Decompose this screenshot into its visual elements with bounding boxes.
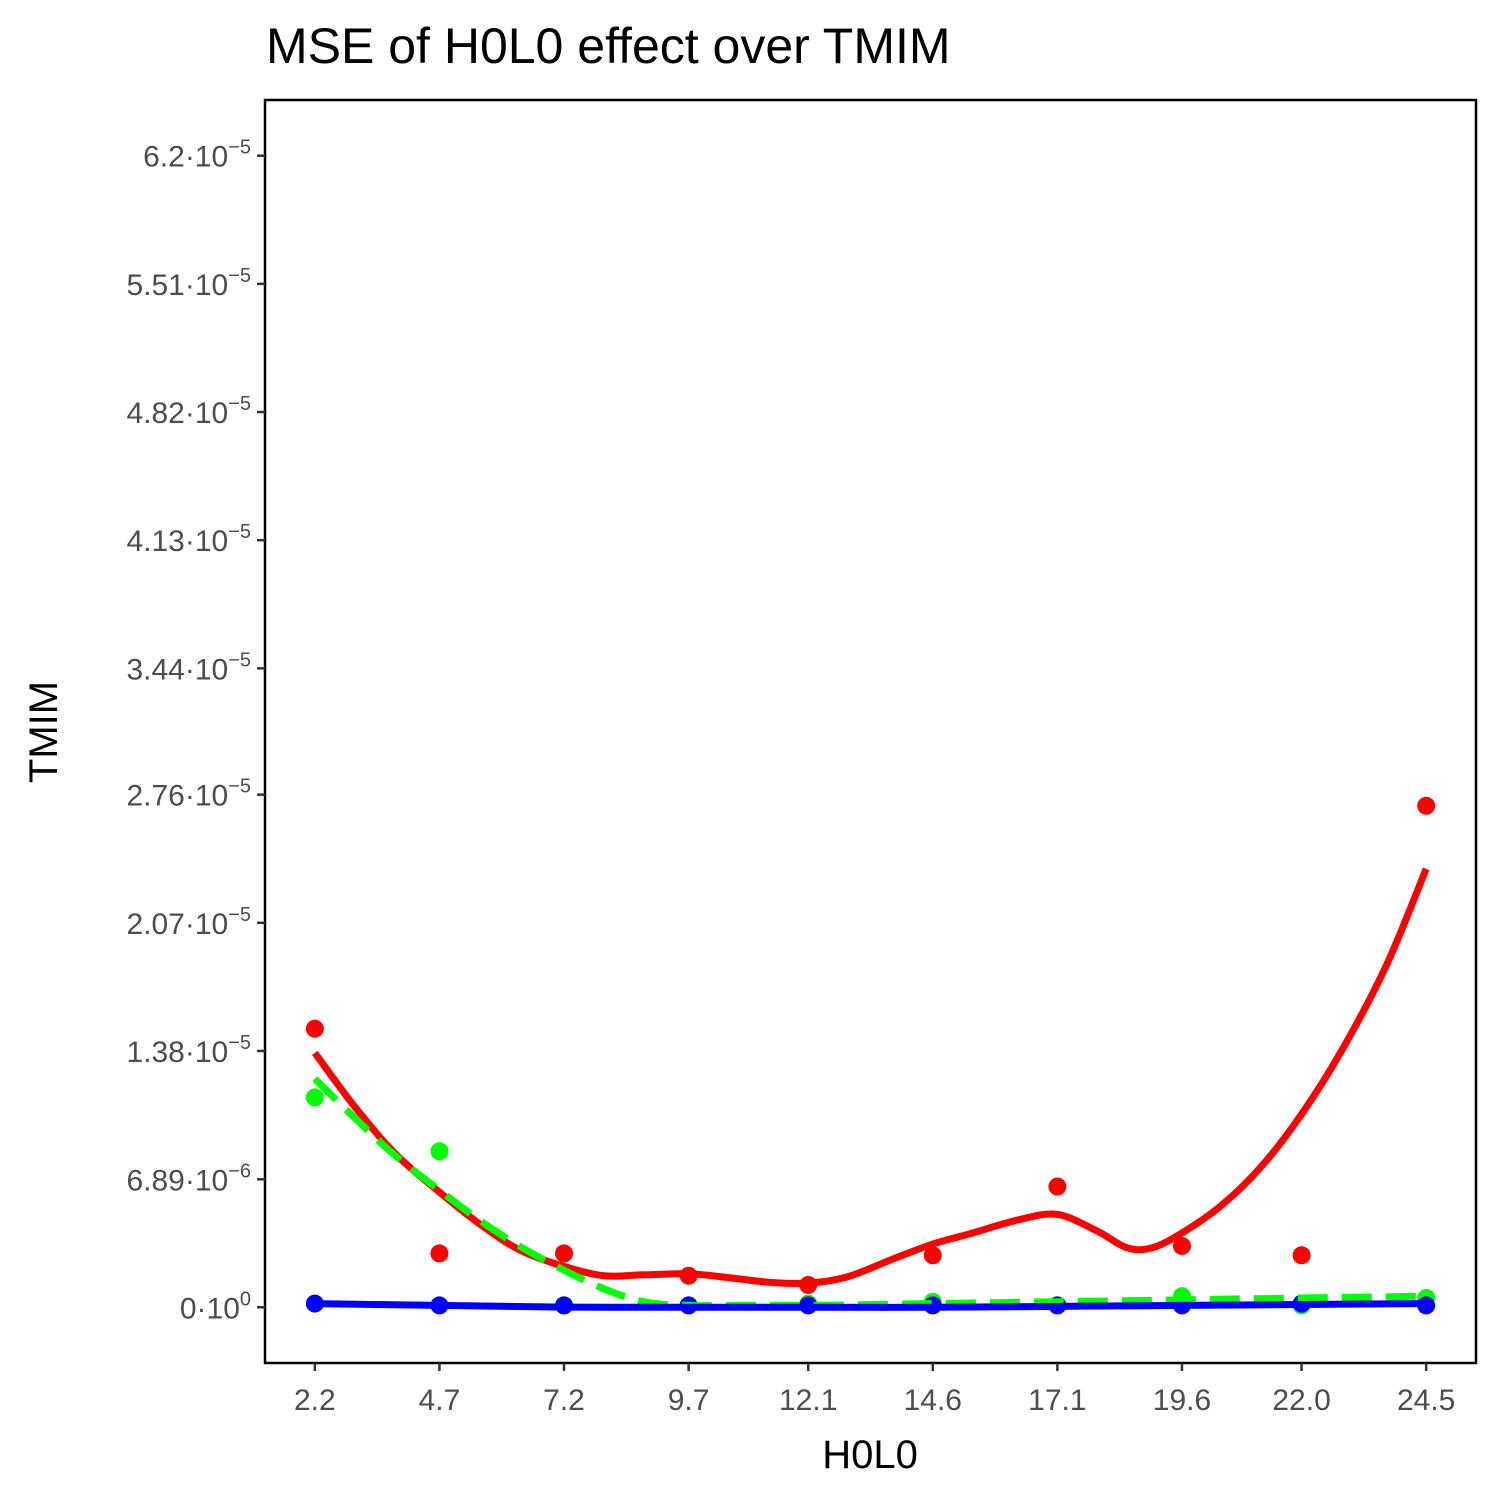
y-tick-label: 6.89·10−6 xyxy=(126,1160,251,1197)
data-point xyxy=(923,1246,942,1265)
y-tick-label: 0·100 xyxy=(180,1288,251,1325)
data-point xyxy=(430,1244,449,1263)
x-axis-title: H0L0 xyxy=(822,1433,918,1477)
data-point xyxy=(1172,1236,1191,1255)
data-point xyxy=(305,1088,324,1107)
chart-title: MSE of H0L0 effect over TMIM xyxy=(266,18,951,74)
y-tick-label: 5.51·10−5 xyxy=(126,265,251,302)
y-axis: 0·100 6.89·10−6 1.38·10−5 2.07·10−5 2.76·10−… xyxy=(126,137,265,1325)
series-line xyxy=(314,1300,1427,1311)
series-line xyxy=(311,867,1430,1288)
y-tick-label: 4.82·10−5 xyxy=(126,393,251,430)
y-tick-label: 1.38·10−5 xyxy=(126,1032,251,1069)
x-tick-label: 4.7 xyxy=(419,1384,461,1417)
x-tick-label: 14.6 xyxy=(904,1384,962,1417)
data-point xyxy=(430,1142,449,1161)
y-tick-label: 2.07·10−5 xyxy=(126,904,251,941)
y-axis-title: TMIM xyxy=(22,681,66,783)
x-tick-label: 24.5 xyxy=(1397,1384,1455,1417)
y-tick-label: 3.44·10−5 xyxy=(126,649,251,686)
plot-panel xyxy=(263,98,1478,1365)
x-tick-label: 7.2 xyxy=(543,1384,585,1417)
x-tick-label: 17.1 xyxy=(1028,1384,1086,1417)
data-point xyxy=(1048,1177,1067,1196)
y-tick-label: 6.2·10−5 xyxy=(143,137,251,174)
y-tick-label: 4.13·10−5 xyxy=(126,521,251,558)
x-tick-label: 22.0 xyxy=(1272,1384,1330,1417)
data-point xyxy=(1292,1246,1311,1265)
plot-area xyxy=(305,796,1436,1315)
data-point xyxy=(1417,796,1436,815)
data-point xyxy=(555,1244,574,1263)
x-axis: 2.2 4.7 7.2 9.7 12.1 14.6 17.1 19.6 22.0 24.5 xyxy=(294,1363,1455,1417)
x-tick-label: 9.7 xyxy=(668,1384,710,1417)
y-tick-label: 2.76·10−5 xyxy=(126,776,251,813)
x-tick-label: 2.2 xyxy=(294,1384,336,1417)
x-tick-label: 19.6 xyxy=(1153,1384,1211,1417)
x-tick-label: 12.1 xyxy=(779,1384,837,1417)
data-point xyxy=(305,1019,324,1038)
